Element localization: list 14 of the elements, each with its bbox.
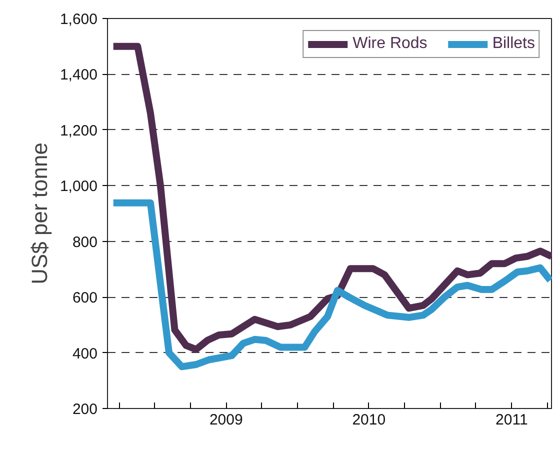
y-tick-label: 200: [72, 401, 98, 418]
y-tick-label: 1,000: [60, 178, 98, 196]
x-tick-label: 2011: [496, 412, 528, 428]
y-tick-label: 1,200: [60, 122, 98, 140]
legend-label: Billets: [492, 35, 535, 53]
y-tick-label: 800: [72, 234, 98, 251]
x-tick-label: 2010: [352, 412, 386, 428]
y-axis-title: US$ per tonne: [26, 142, 52, 284]
y-tick-label: 1,600: [60, 11, 98, 28]
y-tick-label: 600: [72, 290, 98, 307]
y-tick-label: 400: [72, 345, 98, 362]
x-tick-label: 2009: [209, 412, 243, 428]
legend-label: Wire Rods: [352, 35, 428, 53]
y-tick-label: 1,400: [60, 66, 98, 84]
